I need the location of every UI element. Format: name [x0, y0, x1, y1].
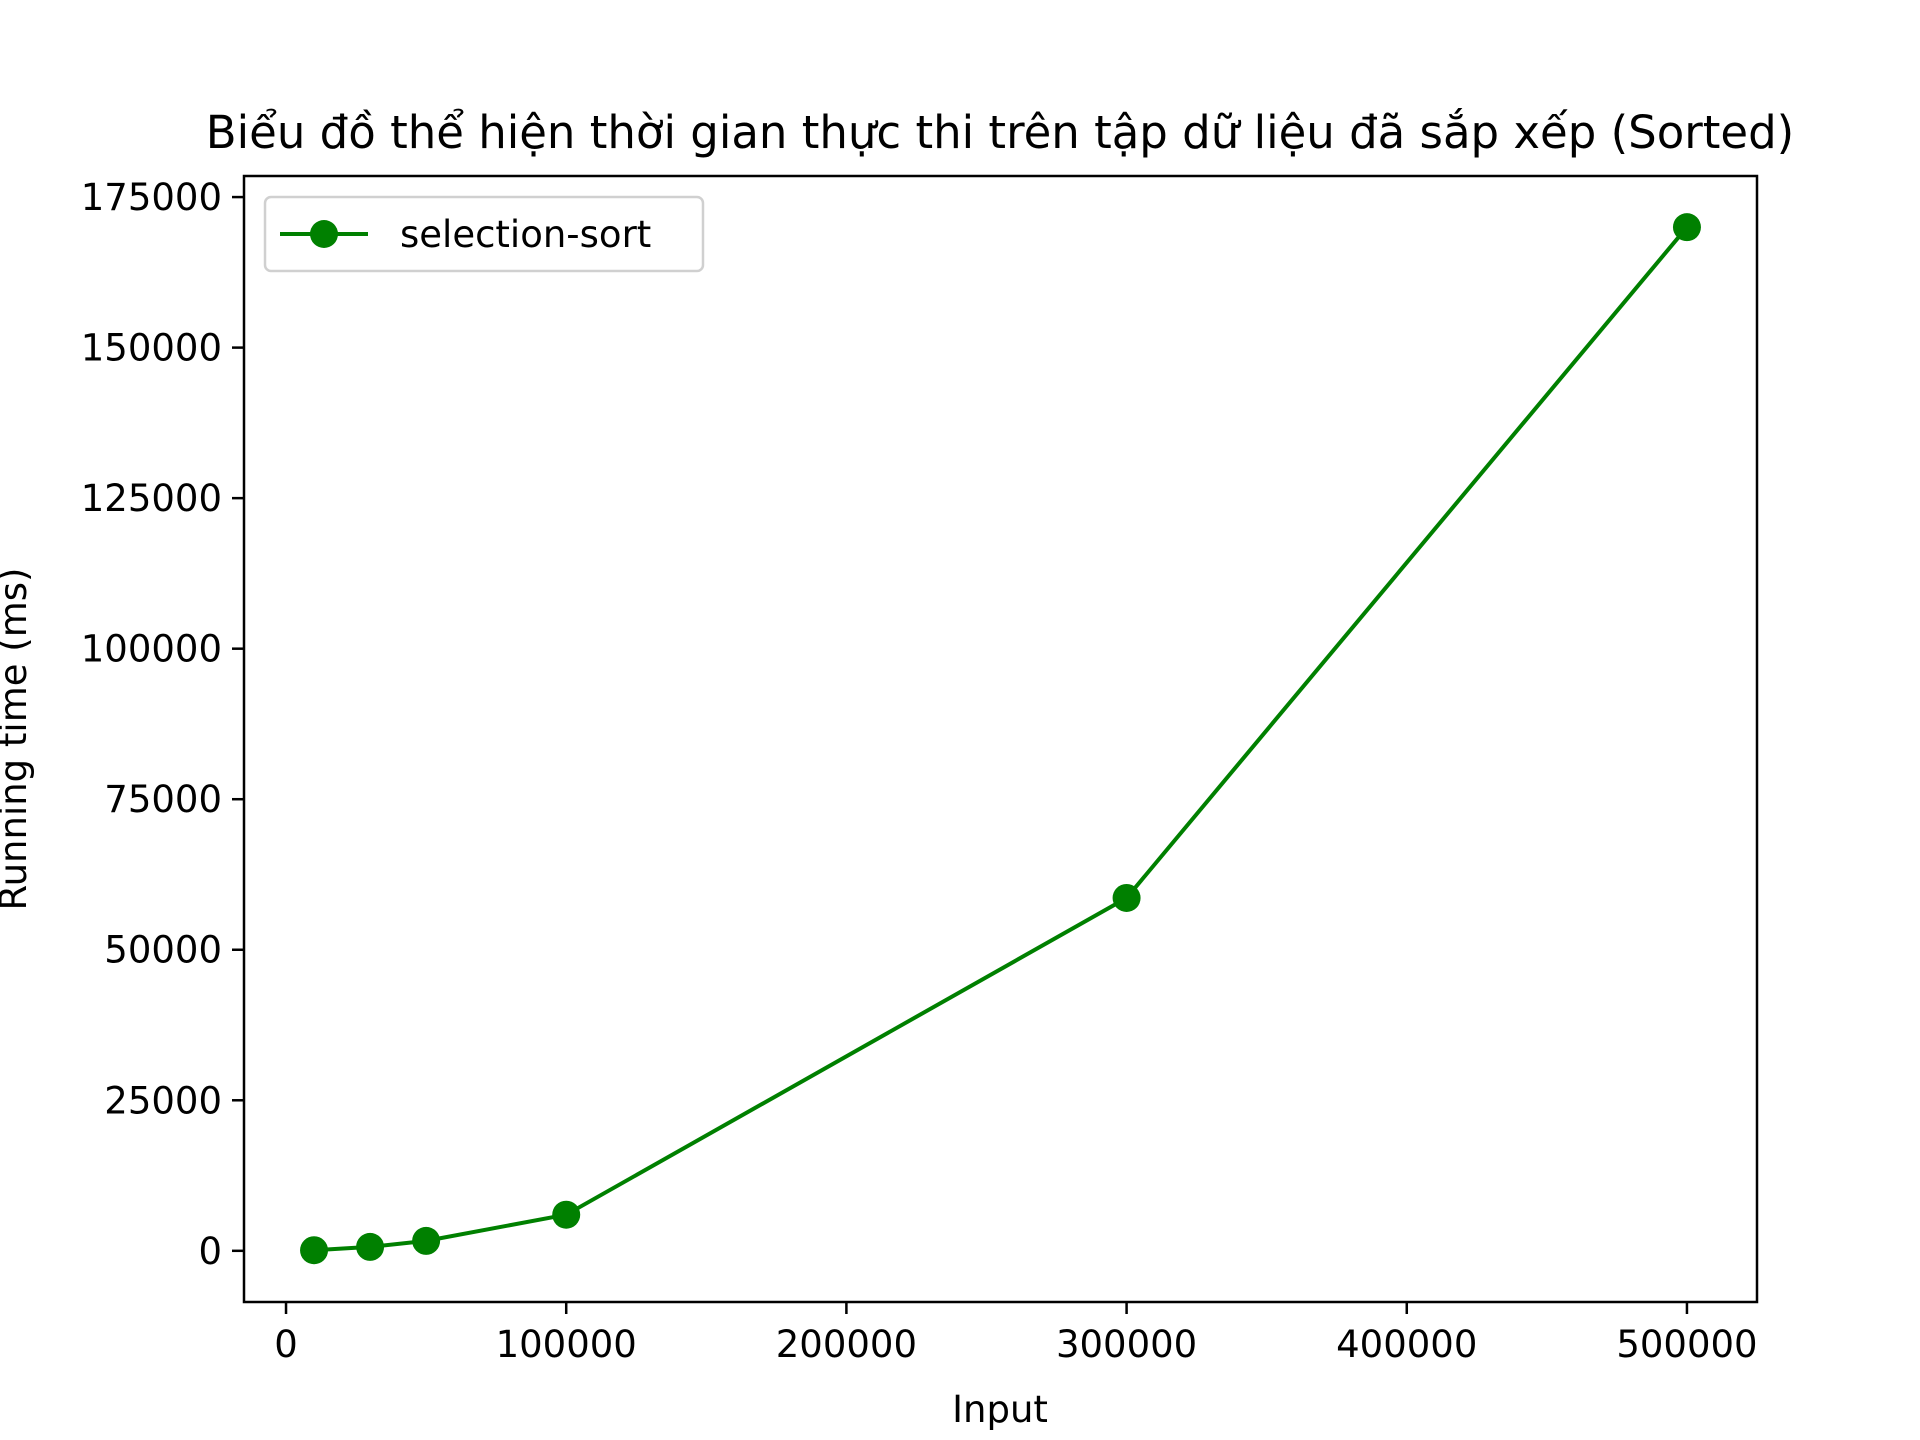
- legend: selection-sort: [263, 195, 705, 273]
- y-tick-label: 150000: [81, 327, 222, 370]
- x-tick-label: 200000: [776, 1323, 917, 1366]
- x-tick-label: 400000: [1336, 1323, 1477, 1366]
- data-point: [552, 1200, 581, 1229]
- x-tick-label: 0: [274, 1323, 298, 1366]
- x-tick-label: 300000: [1056, 1323, 1197, 1366]
- data-point: [412, 1226, 441, 1255]
- data-point: [1112, 883, 1141, 912]
- y-axis-label: Running time (ms): [0, 568, 35, 911]
- chart-title: Biểu đồ thể hiện thời gian thực thi trên…: [206, 106, 1794, 159]
- x-tick-label: 100000: [496, 1323, 637, 1366]
- y-tick-label: 25000: [104, 1079, 222, 1122]
- data-point: [1672, 213, 1701, 242]
- data-point: [356, 1232, 385, 1261]
- x-axis: 0 100000 200000 300000 400000 500000: [274, 1302, 1758, 1366]
- y-tick-label: 175000: [81, 176, 222, 219]
- y-tick-label: 75000: [104, 778, 222, 821]
- x-tick-label: 500000: [1616, 1323, 1757, 1366]
- x-axis-label: Input: [952, 1388, 1048, 1431]
- y-axis: 0 25000 50000 75000 100000 125000 150000 175000: [81, 176, 244, 1273]
- y-tick-label: 125000: [81, 477, 222, 520]
- plot-frame: [242, 174, 1759, 1304]
- legend-box: [263, 195, 705, 273]
- plot-area: [300, 213, 1701, 1265]
- legend-marker-swatch: [310, 220, 338, 248]
- y-tick-label: 100000: [81, 628, 222, 671]
- data-point: [300, 1236, 329, 1265]
- y-tick-label: 50000: [104, 929, 222, 972]
- legend-label: selection-sort: [400, 213, 651, 256]
- y-tick-label: 0: [198, 1230, 222, 1273]
